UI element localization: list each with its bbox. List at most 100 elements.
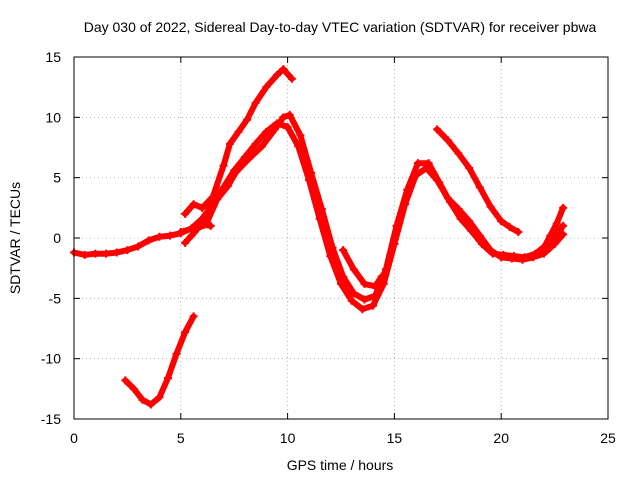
data-point xyxy=(155,393,164,402)
data-point xyxy=(213,195,222,204)
data-point xyxy=(243,115,252,124)
data-point xyxy=(287,74,296,83)
data-point xyxy=(91,249,100,258)
data-point xyxy=(505,223,514,232)
data-point xyxy=(454,149,463,158)
data-point xyxy=(369,301,378,310)
data-point xyxy=(486,202,495,211)
x-tick-label: 0 xyxy=(70,430,78,446)
chart-title: Day 030 of 2022, Sidereal Day-to-day VTE… xyxy=(84,19,597,35)
data-point xyxy=(465,164,474,173)
data-point xyxy=(80,250,89,259)
data-point xyxy=(497,217,506,226)
data-point xyxy=(546,231,555,240)
data-point xyxy=(477,240,486,249)
data-point xyxy=(296,131,305,140)
data-point xyxy=(499,250,508,259)
y-tick-label: 15 xyxy=(45,49,61,65)
data-point xyxy=(206,221,215,230)
data-point xyxy=(198,214,207,223)
data-point xyxy=(552,219,561,228)
data-point xyxy=(232,167,241,176)
series-end-spike xyxy=(540,204,567,251)
y-tick-label: -10 xyxy=(41,351,61,367)
data-point xyxy=(328,243,337,252)
data-point xyxy=(360,295,369,304)
data-layer xyxy=(70,65,568,409)
data-point xyxy=(251,139,260,148)
data-point xyxy=(488,249,497,258)
data-point xyxy=(339,272,348,281)
data-point xyxy=(475,183,484,192)
tick-layer: 0 5 10 15 20 25 -15 -10 -5 0 5 10 15 xyxy=(41,49,616,446)
data-point xyxy=(123,246,132,255)
data-point xyxy=(219,161,228,170)
data-point xyxy=(456,214,465,223)
data-point xyxy=(514,227,523,236)
data-point xyxy=(270,125,279,134)
data-point xyxy=(176,227,185,236)
data-point xyxy=(317,205,326,214)
x-tick-label: 5 xyxy=(177,430,185,446)
y-tick-label: 5 xyxy=(53,170,61,186)
y-tick-label: -5 xyxy=(49,290,62,306)
data-point xyxy=(200,220,209,229)
data-point xyxy=(234,127,243,136)
data-point xyxy=(262,83,271,92)
data-point xyxy=(435,178,444,187)
data-point xyxy=(223,182,232,191)
data-point xyxy=(381,265,390,274)
x-tick-label: 15 xyxy=(387,430,403,446)
data-point xyxy=(467,226,476,235)
x-axis-label: GPS time / hours xyxy=(287,457,394,473)
data-point xyxy=(347,296,356,305)
data-point xyxy=(172,349,181,358)
data-point xyxy=(424,159,433,168)
data-point xyxy=(371,282,380,291)
data-point xyxy=(445,197,454,206)
data-point xyxy=(510,252,519,261)
data-point xyxy=(360,279,369,288)
data-point xyxy=(257,142,266,151)
data-point xyxy=(349,289,358,298)
data-point xyxy=(155,232,164,241)
data-point xyxy=(251,98,260,107)
data-point xyxy=(531,249,540,258)
data-point xyxy=(279,113,288,122)
data-point xyxy=(187,231,196,240)
data-point xyxy=(193,224,202,233)
data-point xyxy=(181,209,190,218)
data-point xyxy=(272,71,281,80)
data-point xyxy=(285,110,294,119)
data-point xyxy=(189,312,198,321)
data-point xyxy=(559,230,568,239)
data-point xyxy=(181,328,190,337)
data-point xyxy=(144,236,153,245)
data-point xyxy=(138,395,147,404)
data-point xyxy=(539,243,548,252)
data-point xyxy=(262,127,271,136)
data-point xyxy=(377,272,386,281)
data-point xyxy=(307,168,316,177)
data-point xyxy=(198,203,207,212)
data-point xyxy=(121,376,130,385)
data-point xyxy=(339,246,348,255)
y-tick-label: 10 xyxy=(45,109,61,125)
data-point xyxy=(146,400,155,409)
x-tick-label: 20 xyxy=(493,430,509,446)
data-point xyxy=(189,200,198,209)
data-point xyxy=(403,185,412,194)
data-point xyxy=(337,279,345,288)
data-point xyxy=(283,122,292,131)
data-point xyxy=(433,125,442,134)
y-tick-label: 0 xyxy=(53,230,61,246)
data-point xyxy=(279,65,288,74)
data-point xyxy=(550,240,559,249)
data-point xyxy=(520,253,529,262)
x-tick-label: 25 xyxy=(600,430,616,446)
data-point xyxy=(102,249,111,258)
data-point xyxy=(181,238,190,247)
data-point xyxy=(225,139,234,148)
